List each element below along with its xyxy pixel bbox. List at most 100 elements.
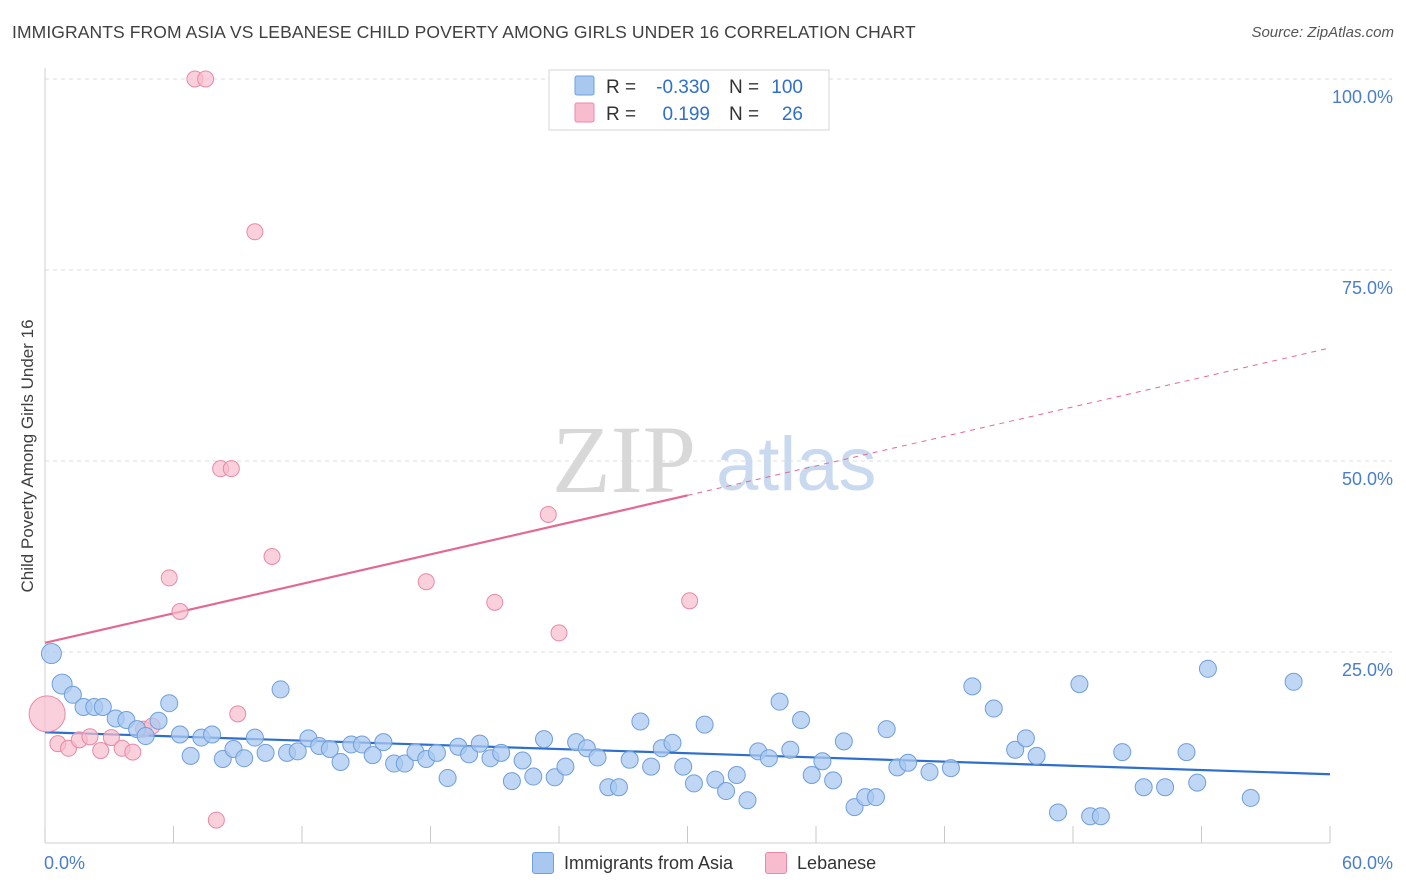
asia-point	[1177, 743, 1196, 762]
lebanese-point	[539, 505, 557, 523]
asia-point	[524, 767, 543, 786]
lebanese-point	[229, 705, 247, 723]
lebanese-point	[417, 573, 435, 591]
legend-swatch-lebanese-bottom	[765, 852, 788, 874]
asia-point	[609, 778, 628, 797]
lebanese-point	[102, 729, 120, 747]
asia-point	[920, 762, 939, 781]
asia-point	[160, 694, 179, 713]
lebanese-point	[197, 70, 215, 88]
asia-point	[695, 715, 714, 734]
legend-item-lebanese: Lebanese	[765, 852, 876, 874]
asia-point	[1027, 746, 1046, 765]
asia-point	[136, 727, 155, 746]
asia-point	[1284, 672, 1303, 691]
y-tick-label: 25.0%	[1342, 660, 1393, 680]
lebanese-point	[160, 569, 178, 587]
asia-point	[256, 743, 275, 762]
asia-point	[877, 720, 896, 739]
asia-point	[813, 752, 832, 771]
watermark: ZIP atlas	[552, 406, 877, 513]
asia-point	[245, 728, 264, 747]
legend-swatch-asia	[574, 75, 595, 96]
asia-point	[1188, 773, 1207, 792]
asia-point	[834, 732, 853, 751]
source-label: Source: ZipAtlas.com	[1251, 24, 1394, 41]
lebanese-point	[207, 811, 225, 829]
correlation-legend: R = -0.330 N = 100 R = 0.199 N = 26	[548, 69, 830, 131]
watermark-atlas: atlas	[716, 422, 877, 507]
asia-point	[545, 768, 564, 787]
asia-point	[684, 774, 703, 793]
lebanese-point	[486, 593, 504, 611]
asia-point	[588, 748, 607, 767]
asia-point	[235, 749, 254, 768]
legend-r-label-asia: R =	[606, 77, 636, 98]
legend-r-value-lebanese: 0.199	[662, 104, 710, 125]
asia-point	[941, 759, 960, 778]
asia-point	[899, 753, 918, 772]
asia-point	[203, 725, 222, 744]
legend-item-asia: Immigrants from Asia	[532, 852, 733, 874]
asia-points	[40, 643, 1303, 826]
asia-point	[1091, 807, 1110, 826]
asia-point	[556, 757, 575, 776]
watermark-zip: ZIP	[552, 406, 696, 513]
asia-point	[963, 677, 982, 696]
asia-point	[363, 746, 382, 765]
asia-point	[759, 749, 778, 768]
asia-point	[395, 754, 414, 773]
asia-point	[427, 743, 446, 762]
asia-point	[781, 740, 800, 759]
asia-point	[438, 769, 457, 788]
y-tick-label: 100.0%	[1332, 87, 1393, 107]
lebanese-point	[550, 624, 568, 642]
asia-point	[535, 730, 554, 749]
asia-point	[727, 766, 746, 785]
legend-swatch-lebanese	[574, 102, 595, 123]
asia-point	[706, 770, 725, 789]
asia-point	[770, 692, 789, 711]
asia-point	[502, 772, 521, 791]
asia-point	[40, 643, 62, 665]
asia-point	[674, 757, 693, 776]
asia-point	[149, 711, 168, 730]
asia-point	[374, 733, 393, 752]
bottom-legend: Immigrants from Asia Lebanese	[532, 852, 898, 874]
asia-point	[984, 699, 1003, 718]
legend-swatch-asia-bottom	[532, 852, 554, 874]
asia-point	[1198, 659, 1217, 678]
legend-label-asia: Immigrants from Asia	[564, 852, 734, 873]
lebanese-point	[28, 695, 66, 733]
asia-point	[1070, 675, 1089, 694]
lebanese-point	[124, 743, 142, 761]
y-tick-label: 50.0%	[1342, 469, 1393, 489]
asia-point	[620, 750, 639, 769]
asia-point	[320, 740, 339, 759]
lebanese-point	[81, 728, 99, 746]
asia-point	[738, 791, 757, 810]
asia-point	[802, 766, 821, 785]
asia-point	[1241, 788, 1260, 807]
asia-point	[492, 743, 511, 762]
x-tick-label: 60.0%	[1342, 853, 1393, 873]
chart-title: IMMIGRANTS FROM ASIA VS LEBANESE CHILD P…	[12, 22, 916, 42]
asia-point	[1156, 778, 1175, 797]
asia-point	[93, 698, 112, 717]
y-tick-label: 75.0%	[1342, 278, 1393, 298]
legend-n-label-asia: N =	[729, 77, 759, 98]
lebanese-point	[246, 223, 264, 241]
legend-n-label-lebanese: N =	[729, 104, 759, 125]
x-tick-label: 0.0%	[44, 853, 85, 873]
asia-point	[63, 685, 82, 704]
asia-point	[717, 782, 736, 801]
asia-point	[288, 742, 307, 761]
legend-label-lebanese: Lebanese	[797, 852, 877, 873]
asia-point	[824, 771, 843, 790]
gridlines	[45, 78, 1392, 653]
legend-r-label-lebanese: R =	[606, 104, 636, 125]
asia-point	[170, 725, 189, 744]
asia-point	[470, 734, 489, 753]
lebanese-point	[681, 592, 699, 610]
